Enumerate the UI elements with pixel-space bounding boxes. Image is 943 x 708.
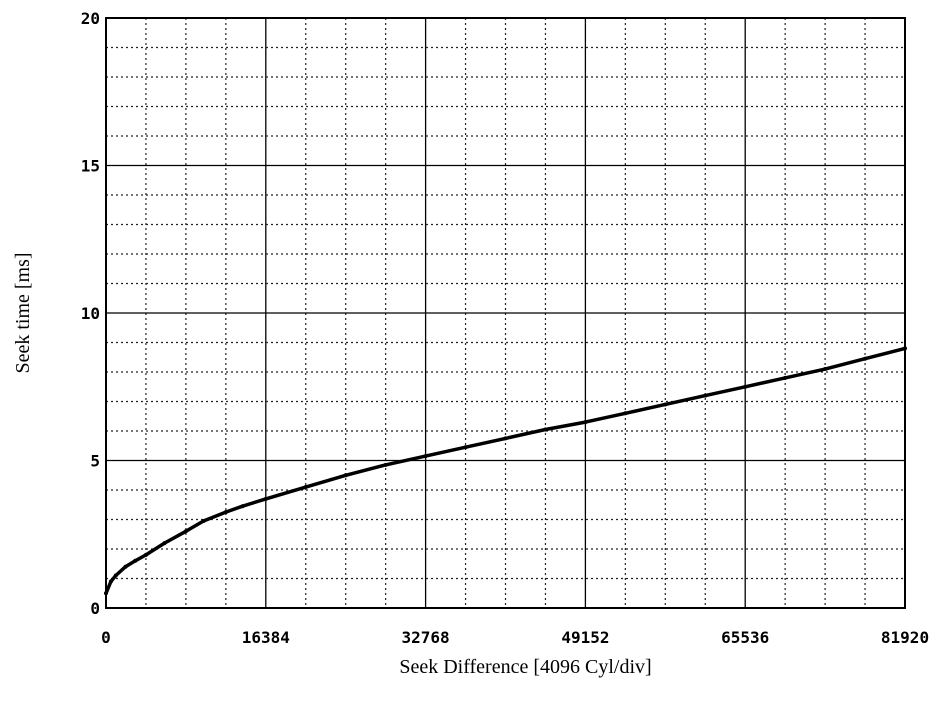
data-point — [423, 454, 428, 459]
data-point — [343, 473, 348, 478]
data-point — [133, 558, 138, 563]
data-point — [383, 462, 388, 467]
data-point — [123, 564, 128, 569]
plot-frame — [105, 17, 906, 609]
x-tick-label: 16384 — [242, 628, 290, 647]
x-tick-label: 0 — [101, 628, 111, 647]
series-line — [104, 346, 907, 596]
data-point — [863, 356, 868, 361]
y-tick-label: 0 — [90, 599, 100, 618]
data-point — [783, 375, 788, 380]
data-point — [503, 436, 508, 441]
data-point — [108, 579, 113, 584]
data-point — [223, 510, 228, 515]
data-point — [143, 552, 148, 557]
data-point — [743, 384, 748, 389]
data-point — [663, 402, 668, 407]
data-point — [903, 346, 907, 351]
y-tick-labels: 0 5 10 15 20 — [81, 9, 100, 618]
y-tick-label: 10 — [81, 304, 100, 323]
data-point — [104, 591, 108, 596]
data-point — [263, 496, 268, 501]
y-tick-label: 20 — [81, 9, 100, 28]
y-axis-title: Seek time [ms] — [12, 252, 34, 373]
x-tick-labels: 0 16384 32768 49152 65536 81920 — [101, 628, 929, 647]
x-tick-label: 49152 — [561, 628, 609, 647]
series-layer — [104, 346, 907, 596]
y-tick-label: 5 — [90, 452, 100, 471]
y-tick-label: 15 — [81, 157, 100, 176]
grid — [106, 18, 905, 608]
data-point — [623, 411, 628, 416]
data-point — [162, 541, 167, 546]
data-point — [583, 420, 588, 425]
data-point — [543, 427, 548, 432]
x-axis-title: Seek Difference [4096 Cyl/div] — [399, 656, 651, 678]
data-point — [240, 504, 245, 509]
x-tick-label: 32768 — [402, 628, 450, 647]
data-point — [703, 393, 708, 398]
x-tick-label: 65536 — [721, 628, 769, 647]
data-point — [823, 367, 828, 372]
data-point — [463, 445, 468, 450]
x-tick-label: 81920 — [881, 628, 929, 647]
data-point — [201, 518, 206, 523]
data-point — [113, 573, 118, 578]
data-point — [183, 529, 188, 534]
data-point — [303, 485, 308, 490]
